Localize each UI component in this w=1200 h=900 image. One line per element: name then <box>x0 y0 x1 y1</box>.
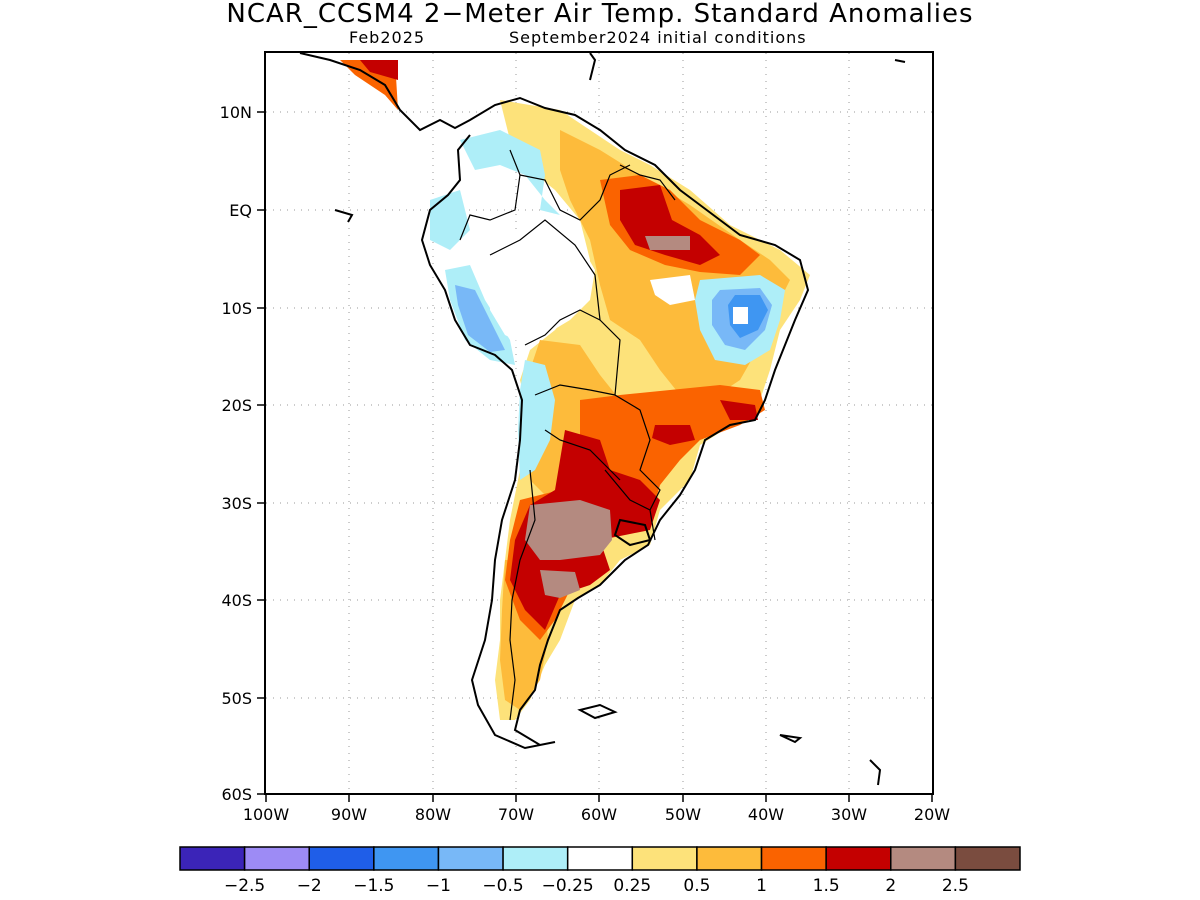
lat-label-50s: 50S <box>221 689 252 708</box>
colorbar-swatch <box>502 846 569 871</box>
anomaly-shading <box>340 60 810 720</box>
colorbar-label: 1 <box>756 876 767 896</box>
initial-conditions: September2024 initial conditions <box>509 28 807 47</box>
lat-label-20s: 20S <box>221 396 252 415</box>
colorbar-label: −0.25 <box>542 876 594 896</box>
colorbar: −2.5 −2 −1.5 −1 −0.5 −0.25 0.25 0.5 1 1.5 2 2.5 <box>179 846 1021 896</box>
map-title: NCAR_CCSM4 2−Meter Air Temp. Standard An… <box>226 0 974 29</box>
colorbar-label: 1.5 <box>813 876 840 896</box>
colorbar-swatch <box>760 846 827 871</box>
colorbar-swatch <box>308 846 375 871</box>
lat-label-10s: 10S <box>221 299 252 318</box>
tick-marks <box>257 111 933 802</box>
colorbar-label: 0.5 <box>683 876 710 896</box>
colorbar-swatch <box>373 846 440 871</box>
lon-label-60w: 60W <box>581 805 617 824</box>
lat-label-eq: EQ <box>229 201 252 220</box>
colorbar-swatch <box>179 846 246 871</box>
anomaly-1.5-region <box>620 185 720 265</box>
colorbar-label: −1.5 <box>353 876 394 896</box>
colorbar-label: −2 <box>297 876 322 896</box>
country-borders <box>459 149 676 721</box>
lon-label-40w: 40W <box>748 805 784 824</box>
lon-label-80w: 80W <box>415 805 451 824</box>
longitude-labels: 100W 90W 80W 70W 60W 50W 40W 30W 20W <box>243 805 950 824</box>
lon-label-70w: 70W <box>498 805 534 824</box>
anomaly-negative-region <box>460 130 560 215</box>
coastlines <box>299 53 906 786</box>
colorbar-label: −0.5 <box>482 876 523 896</box>
lon-label-100w: 100W <box>243 805 290 824</box>
colorbar-label: 2 <box>885 876 896 896</box>
colorbar-label: −1 <box>426 876 451 896</box>
forecast-month: Feb2025 <box>349 28 426 47</box>
anomaly-2.0-region <box>525 500 612 560</box>
lon-label-30w: 30W <box>831 805 867 824</box>
lon-label-50w: 50W <box>665 805 701 824</box>
lon-label-90w: 90W <box>331 805 367 824</box>
colorbar-swatch <box>631 846 698 871</box>
colorbar-label: −2.5 <box>224 876 265 896</box>
colorbar-swatch <box>696 846 763 871</box>
lat-label-60s: 60S <box>221 785 252 804</box>
lat-label-30s: 30S <box>221 494 252 513</box>
lat-label-40s: 40S <box>221 591 252 610</box>
colorbar-swatch <box>890 846 957 871</box>
colorbar-swatch <box>954 846 1021 871</box>
colorbar-swatch <box>437 846 504 871</box>
colorbar-swatch <box>566 846 634 871</box>
colorbar-swatch <box>243 846 310 871</box>
latitude-labels: 10N EQ 10S 20S 30S 40S 50S 60S <box>220 103 252 804</box>
lon-label-20w: 20W <box>914 805 950 824</box>
colorbar-label: 2.5 <box>942 876 969 896</box>
colorbar-swatch <box>825 846 892 871</box>
lat-label-10n: 10N <box>220 103 252 122</box>
colorbar-label: 0.25 <box>613 876 651 896</box>
